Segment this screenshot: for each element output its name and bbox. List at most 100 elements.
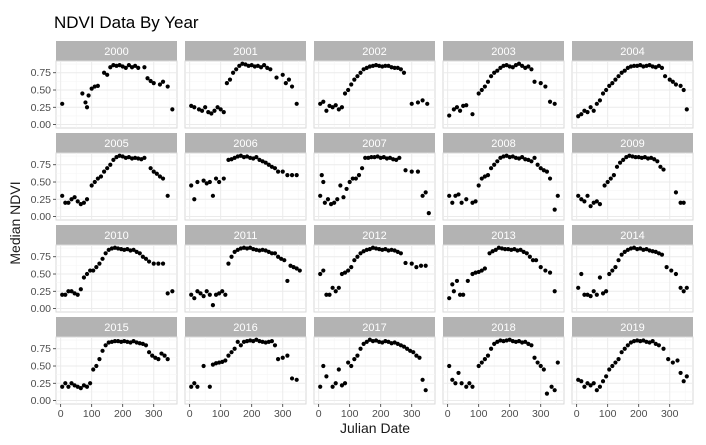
facet-strip-label: 2006: [233, 138, 257, 150]
facet-panel-2011: 2011: [184, 225, 307, 313]
data-point: [195, 289, 200, 294]
y-tick-label: 0.50: [31, 85, 52, 97]
data-point: [358, 251, 363, 256]
data-point: [585, 193, 590, 198]
data-point: [579, 197, 584, 202]
data-point: [492, 341, 497, 347]
y-tick-label: 0.75: [31, 67, 52, 79]
data-point: [582, 199, 587, 204]
facet-strip: [572, 41, 693, 61]
data-point: [143, 256, 149, 261]
facet-strip-label: 2013: [491, 230, 515, 242]
data-point: [420, 98, 425, 103]
data-point: [476, 363, 481, 369]
data-point: [602, 183, 607, 188]
data-point: [297, 268, 302, 273]
data-point: [619, 252, 624, 257]
facet-plot-area: [571, 60, 694, 129]
data-point: [495, 159, 500, 164]
data-point: [318, 101, 323, 106]
data-point: [520, 155, 525, 160]
data-point: [275, 169, 281, 174]
data-point: [541, 367, 546, 372]
facet-panel-2008: 2008: [442, 133, 565, 221]
data-point: [227, 77, 233, 82]
data-point: [532, 355, 537, 360]
facet-strip: [314, 41, 435, 61]
data-point: [154, 171, 159, 176]
data-point: [108, 65, 113, 70]
data-point: [363, 155, 368, 160]
data-point: [604, 87, 609, 93]
data-point: [192, 105, 197, 110]
data-point: [538, 166, 543, 171]
data-point: [210, 193, 216, 198]
data-point: [95, 83, 100, 88]
data-point: [84, 105, 90, 110]
data-point: [165, 291, 170, 296]
facet-strip-label: 2000: [104, 46, 128, 58]
facet-panel-2009: 2009: [571, 133, 694, 221]
facet-panel-2005: 2005 0.00 0.25 0.50 0.75: [31, 133, 178, 223]
data-point: [151, 169, 156, 174]
data-point: [585, 381, 590, 386]
data-point: [338, 183, 343, 188]
data-point: [398, 251, 403, 256]
data-point: [655, 159, 660, 164]
x-tick-label: 200: [501, 408, 519, 420]
data-point: [218, 107, 223, 112]
y-tick-label: 0.25: [31, 194, 52, 206]
x-tick-label: 0: [316, 408, 322, 420]
data-point: [605, 179, 610, 185]
data-point: [594, 199, 599, 204]
data-point: [275, 254, 281, 259]
data-point: [60, 292, 65, 297]
data-point: [123, 65, 128, 71]
facet-plot-area: [184, 244, 307, 313]
data-point: [579, 271, 584, 277]
data-point: [319, 173, 324, 178]
data-point: [670, 360, 675, 365]
data-point: [336, 367, 341, 372]
data-point: [610, 81, 615, 86]
data-point: [75, 292, 80, 297]
data-point: [529, 159, 534, 164]
data-point: [221, 176, 226, 181]
data-point: [86, 93, 91, 98]
x-tick-label: 0: [187, 408, 193, 420]
data-point: [210, 302, 216, 308]
data-point: [459, 381, 464, 386]
data-point: [451, 107, 456, 112]
y-tick-label: 0.00: [31, 119, 52, 131]
data-point: [262, 63, 267, 68]
facet-plot-area: [184, 336, 307, 405]
data-point: [461, 292, 466, 297]
facet-strip: [572, 133, 693, 153]
data-point: [544, 169, 550, 174]
data-point: [353, 176, 358, 181]
data-point: [552, 101, 557, 106]
data-point: [285, 278, 290, 284]
data-point: [294, 101, 299, 106]
y-tick-label: 0.50: [31, 269, 52, 281]
data-point: [201, 294, 206, 299]
data-point: [423, 388, 428, 393]
data-point: [617, 160, 623, 165]
data-point: [358, 70, 363, 75]
data-point: [650, 339, 655, 344]
data-point: [450, 282, 455, 287]
data-point: [594, 388, 599, 393]
facet-strip: [314, 317, 435, 337]
data-point: [289, 376, 295, 381]
data-point: [613, 360, 618, 365]
data-point: [576, 193, 581, 198]
data-point: [207, 292, 212, 297]
data-point: [502, 247, 508, 252]
data-point: [456, 370, 461, 376]
data-point: [60, 384, 65, 389]
facet-strip-label: 2009: [620, 138, 644, 150]
data-point: [485, 173, 491, 178]
data-point: [417, 355, 422, 360]
data-point: [597, 202, 603, 207]
